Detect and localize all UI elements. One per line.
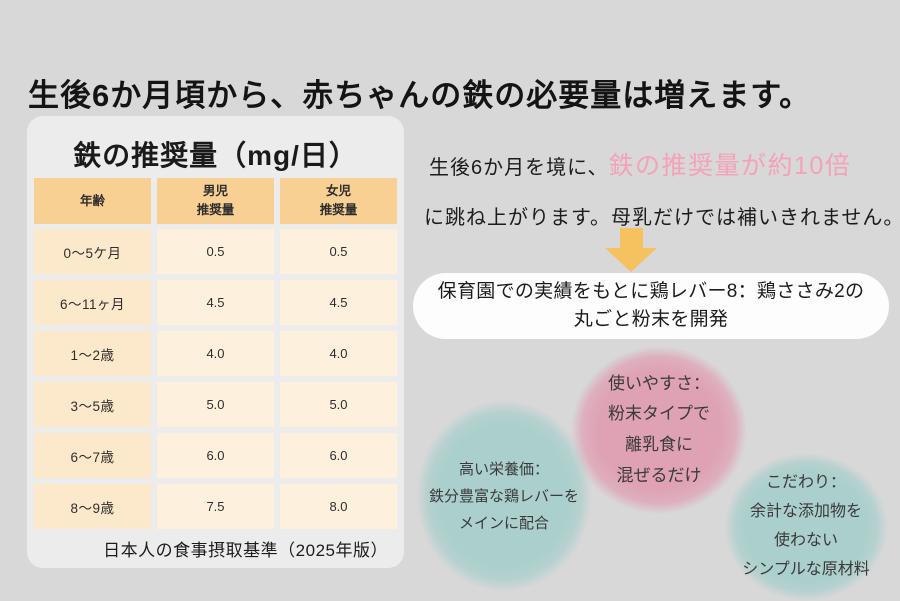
bubble-text-line: 使わない (773, 532, 838, 549)
page-title: 生後6か月頃から、赤ちゃんの鉄の必要量は増えます。 (28, 78, 812, 113)
col-header-female: 女児 推奨量 (280, 178, 397, 224)
col-header-male: 男児 推奨量 (157, 178, 274, 224)
bubble-text-line: シンプルな原材料 (742, 560, 870, 578)
bubble-text-line: メインに配合 (458, 514, 549, 532)
feature-bubble-nutrition: 高い栄養価： 鉄分豊富な鶏レバーを メインに配合 (416, 400, 592, 592)
bubble-text-line: 使いやすさ： (608, 373, 710, 393)
card-title: 鉄の推奨量（mg/日） (73, 140, 358, 171)
bubble-text-line: 離乳食に (625, 435, 693, 454)
table-age-cell: 6～7歳 (34, 433, 151, 478)
table-male-cell: 0.5 (157, 229, 274, 274)
bubble-text-line: こだわり： (765, 474, 846, 492)
table-male-cell: 4.5 (157, 280, 274, 325)
callout-highlight-text: 鉄の推奨量が約10倍 (608, 152, 852, 180)
table-female-cell: 5.0 (280, 382, 397, 427)
table-female-cell: 4.0 (280, 331, 397, 376)
bubble-text-line: 混ぜるだけ (616, 465, 702, 485)
callout-line-2: に跳ね上がります。母乳だけでは補いきれません。 (424, 207, 900, 229)
iron-table: 年齢 男児 推奨量 女児 推奨量 0～5ケ月 0.5 0.5 6～11ヶ月 4.… (34, 178, 397, 529)
table-age-cell: 6～11ヶ月 (34, 280, 151, 325)
down-arrow-icon (605, 228, 657, 272)
development-box: 保育園での実績をもとに鶏レバー8：鶏ささみ2の 丸ごと粉末を開発 (413, 273, 889, 339)
development-box-line-1: 保育園での実績をもとに鶏レバー8：鶏ささみ2の (437, 281, 865, 303)
table-male-cell: 6.0 (157, 433, 274, 478)
table-female-cell: 4.5 (280, 280, 397, 325)
table-age-cell: 3～5歳 (34, 382, 151, 427)
development-box-line-2: 丸ごと粉末を開発 (573, 309, 729, 330)
table-female-cell: 6.0 (280, 433, 397, 478)
down-arrow-head (605, 248, 657, 272)
bubble-text-line: 鉄分豊富な鶏レバーを (428, 487, 579, 505)
feature-bubble-simple-ingredients: こだわり： 余計な添加物を 使わない シンプルな原材料 (724, 453, 888, 601)
table-age-cell: 8～9歳 (34, 484, 151, 529)
table-age-cell: 1～2歳 (34, 331, 151, 376)
feature-bubble-ease-of-use: 使いやすさ： 粉末タイプで 離乳食に 混ぜるだけ (571, 346, 747, 514)
table-male-cell: 7.5 (157, 484, 274, 529)
down-arrow-stem (619, 228, 643, 248)
table-female-cell: 0.5 (280, 229, 397, 274)
table-male-cell: 5.0 (157, 382, 274, 427)
table-female-cell: 8.0 (280, 484, 397, 529)
table-age-cell: 0～5ケ月 (34, 229, 151, 274)
callout-lead-text: 生後6か月を境に、 (429, 157, 609, 179)
iron-recommendation-card: 鉄の推奨量（mg/日） 年齢 男児 推奨量 女児 推奨量 0～5ケ月 0.5 0… (27, 116, 404, 568)
bubble-text-line: 余計な添加物を (749, 503, 862, 521)
callout-line-1: 生後6か月を境に、鉄の推奨量が約10倍 (429, 146, 851, 182)
col-header-age: 年齢 (34, 178, 151, 224)
source-caption: 日本人の食事摂取基準（2025年版） (103, 541, 388, 560)
bubble-text-line: 粉末タイプで (608, 404, 710, 424)
table-male-cell: 4.0 (157, 331, 274, 376)
bubble-text-line: 高い栄養価： (458, 460, 549, 478)
